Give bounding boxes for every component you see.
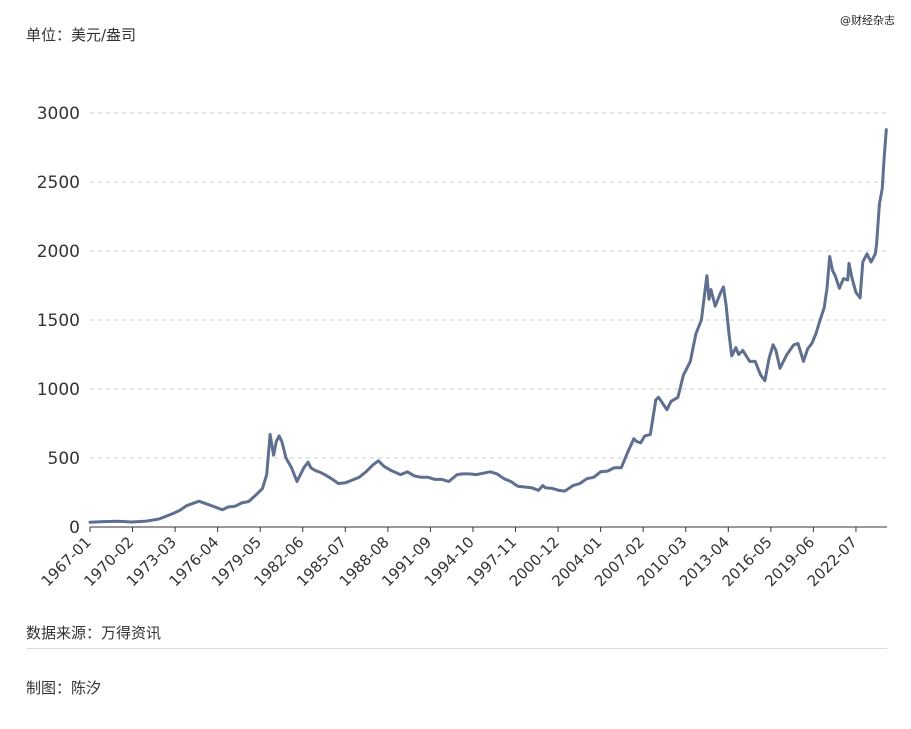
y-tick-label: 3000	[37, 104, 80, 124]
y-tick-label: 2000	[37, 242, 80, 262]
unit-label: 单位：美元/盎司	[26, 26, 137, 44]
y-tick-label: 500	[48, 449, 80, 469]
watermark: @财经杂志	[840, 14, 895, 27]
data-source-note: 数据来源：万得资讯	[26, 624, 162, 642]
y-tick-label: 1500	[37, 311, 80, 331]
footer-divider	[26, 648, 887, 649]
author-note: 制图：陈汐	[26, 679, 102, 697]
y-tick-label: 2500	[37, 173, 80, 193]
y-tick-label: 1000	[37, 380, 80, 400]
price-series-line	[88, 128, 888, 524]
y-tick-label: 0	[69, 518, 80, 538]
